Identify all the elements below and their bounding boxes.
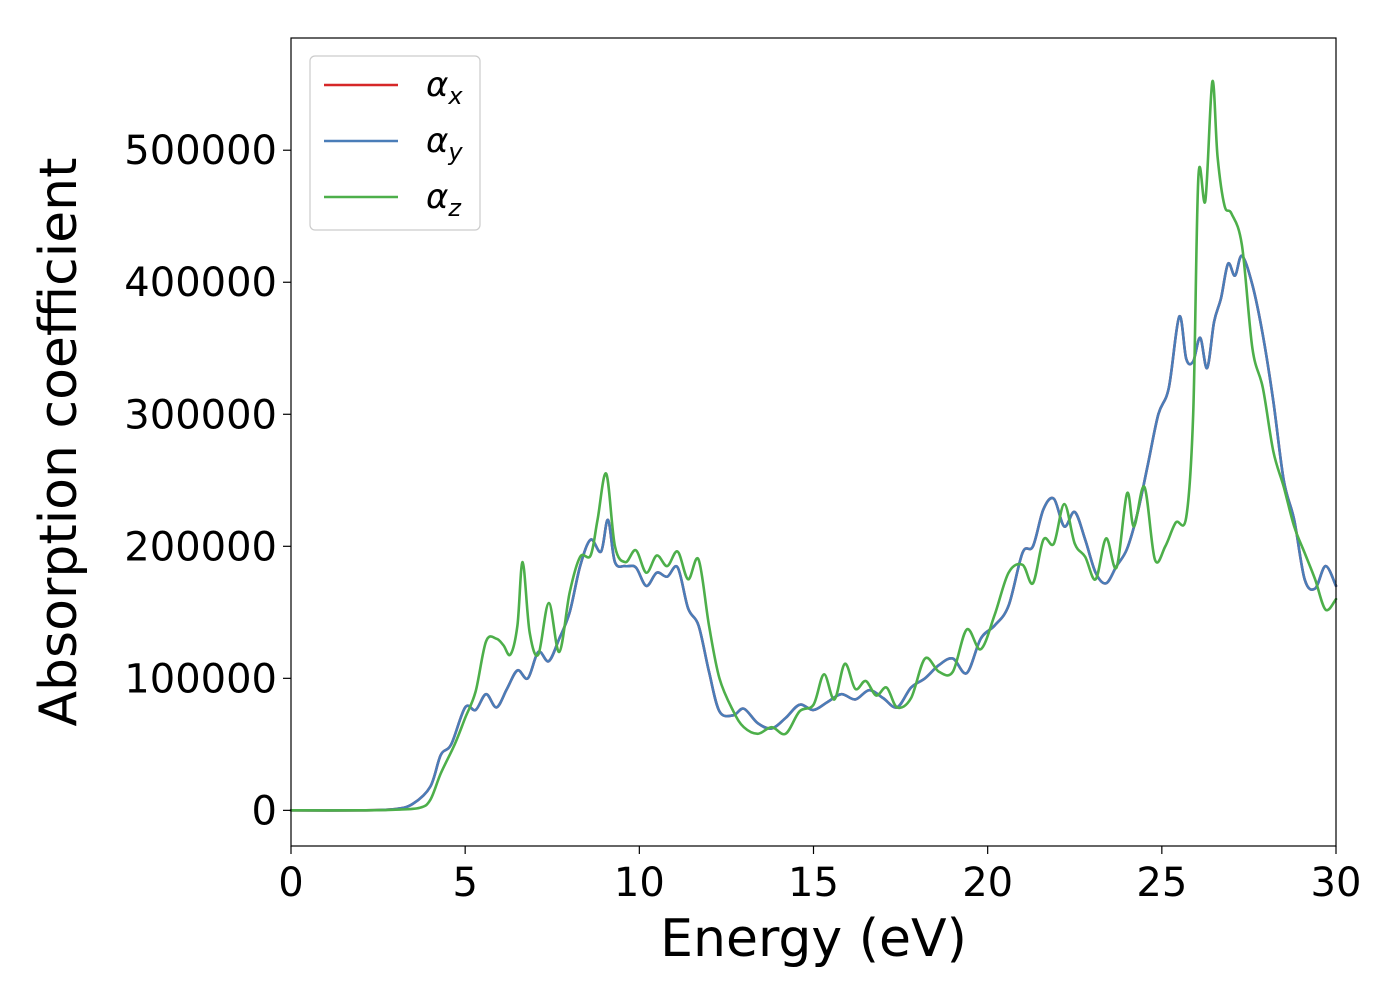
x-tick-label: 15	[788, 860, 839, 906]
y-tick-label: 100000	[124, 656, 277, 702]
y-axis-label: Absorption coefficient	[29, 157, 89, 726]
x-tick-label: 20	[962, 860, 1013, 906]
series-layer	[289, 80, 1338, 812]
y-tick-label: 200000	[124, 524, 277, 570]
legend-box	[309, 55, 481, 231]
legend-label-y: αy	[426, 121, 463, 166]
y-axis-ticks: 0 100000 200000 300000 400000 500000	[124, 128, 291, 834]
x-axis-ticks: 0 5 10 15 20 25 30	[278, 846, 1361, 906]
legend: αx αy αz	[309, 55, 481, 231]
x-tick-label: 5	[452, 860, 477, 906]
x-tick-label: 0	[278, 860, 303, 906]
x-tick-label: 30	[1311, 860, 1362, 906]
y-tick-label: 400000	[124, 260, 277, 306]
y-tick-label: 500000	[124, 128, 277, 174]
series-line-z	[289, 80, 1338, 812]
y-tick-label: 0	[252, 788, 277, 834]
legend-label-x: αx	[426, 65, 463, 110]
x-tick-label: 25	[1136, 860, 1187, 906]
y-tick-label: 300000	[124, 392, 277, 438]
legend-label-z: αz	[426, 177, 462, 222]
x-tick-label: 10	[614, 860, 665, 906]
x-axis-label: Energy (eV)	[660, 909, 967, 969]
